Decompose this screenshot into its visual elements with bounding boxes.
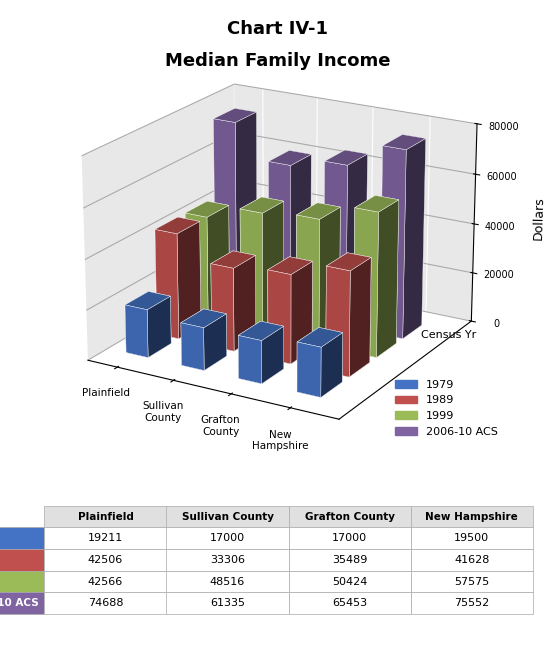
Text: Median Family Income: Median Family Income — [165, 52, 390, 70]
Legend: 1979, 1989, 1999, 2006-10 ACS: 1979, 1989, 1999, 2006-10 ACS — [390, 376, 502, 441]
Text: Chart IV-1: Chart IV-1 — [227, 20, 328, 38]
